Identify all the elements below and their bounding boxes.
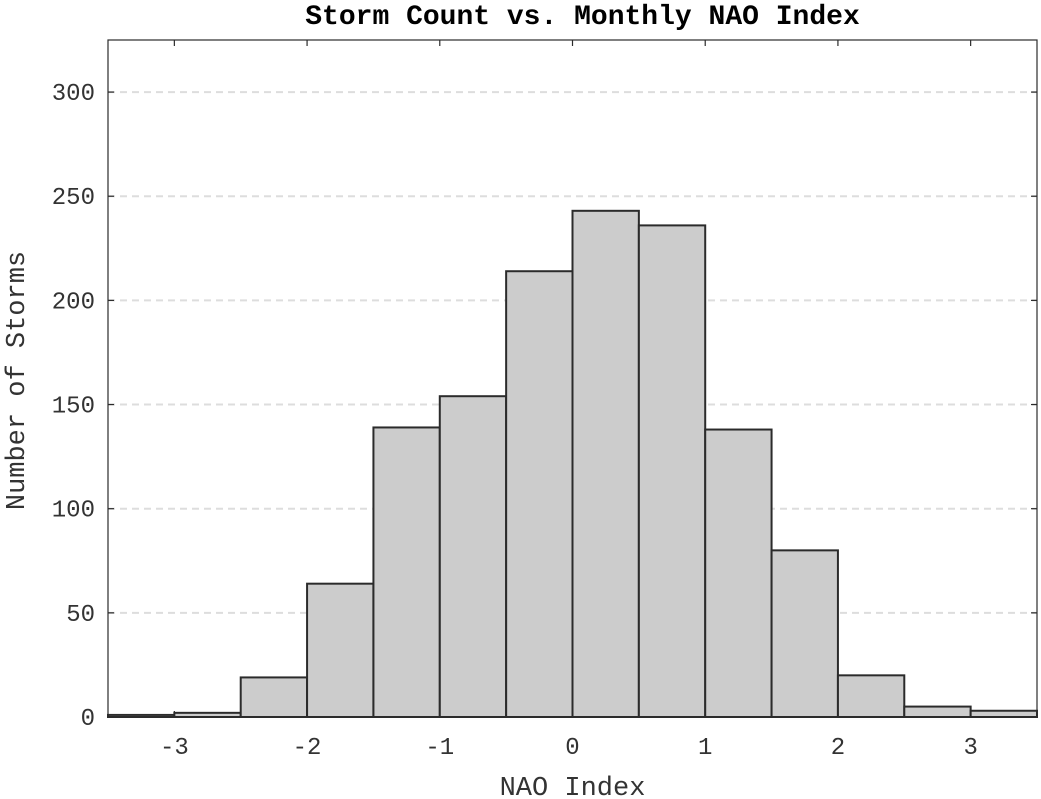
axis-ticks: -3 -2 -1 0 1 2 3 0 50 100 150 200 250 300 <box>52 40 1037 762</box>
x-tick-label: 2 <box>831 735 845 762</box>
x-tick-label: 0 <box>565 735 579 762</box>
x-tick-label: -2 <box>293 735 322 762</box>
y-tick-label: 200 <box>52 289 95 316</box>
y-tick-label: 0 <box>81 706 95 733</box>
histogram-bar <box>306 582 375 719</box>
y-axis-label: Number of Storms <box>3 251 33 510</box>
histogram-bar <box>505 270 574 718</box>
x-tick-label: -1 <box>425 735 454 762</box>
x-tick-label: 1 <box>698 735 712 762</box>
histogram-bar <box>637 224 707 718</box>
grid-lines <box>108 91 1037 614</box>
histogram-bar <box>770 549 839 718</box>
x-tick-label: -3 <box>160 735 189 762</box>
x-tick-label: 3 <box>963 735 977 762</box>
y-tick-label: 250 <box>52 185 95 212</box>
x-axis-label: NAO Index <box>500 774 646 799</box>
chart-title: Storm Count vs. Monthly NAO Index <box>305 2 860 33</box>
y-tick-label: 100 <box>52 498 95 525</box>
histogram-bars <box>107 209 1039 719</box>
histogram-bar <box>372 426 441 718</box>
histogram-bar <box>438 395 508 718</box>
histogram-bar <box>836 674 906 718</box>
y-tick-label: 50 <box>66 602 95 629</box>
y-tick-label: 150 <box>52 394 95 421</box>
histogram-bar <box>239 676 309 718</box>
histogram-bar <box>571 209 640 718</box>
y-tick-label: 300 <box>52 81 95 108</box>
histogram-bar <box>903 705 972 718</box>
histogram-bar <box>704 428 773 718</box>
